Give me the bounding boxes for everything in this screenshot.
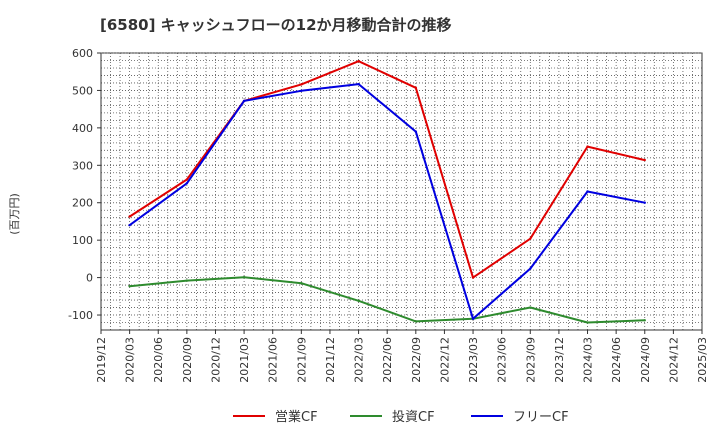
data-point — [357, 60, 360, 63]
series-line — [129, 83, 645, 320]
x-tick-label: 2024/03 — [582, 337, 595, 383]
x-tick-label: 2022/06 — [381, 337, 394, 383]
data-point — [586, 190, 589, 193]
data-point — [242, 276, 246, 279]
x-tick-label: 2024/12 — [667, 337, 680, 383]
data-point — [643, 319, 646, 322]
x-tick-label: 2023/06 — [496, 337, 509, 383]
x-tick-label: 2020/09 — [181, 337, 194, 383]
y-tick-label: 200 — [72, 197, 93, 210]
data-point — [643, 158, 646, 162]
data-point — [586, 145, 589, 148]
x-tick-label: 2021/09 — [295, 337, 308, 383]
plot-frame — [100, 52, 703, 331]
x-tick-label: 2020/06 — [152, 337, 165, 383]
series-line — [129, 276, 645, 324]
y-axis: 600 500 400 300 200 100 0 -100 — [68, 47, 702, 322]
data-point — [185, 182, 189, 185]
data-point — [128, 223, 131, 227]
x-tick-label: 2022/03 — [353, 337, 366, 383]
x-tick-label: 2024/06 — [610, 337, 623, 383]
legend-label: 投資CF — [392, 409, 435, 425]
x-tick-label: 2023/03 — [467, 337, 480, 383]
legend: 営業CF 投資CF フリーCF — [233, 409, 569, 425]
legend-label: 営業CF — [275, 409, 318, 425]
data-point — [357, 82, 360, 86]
x-tick-label: 2025/03 — [696, 337, 709, 383]
x-tick-label: 2020/03 — [124, 337, 137, 383]
y-axis-label: (百万円) — [8, 193, 21, 235]
data-point — [643, 201, 646, 204]
x-tick-label: 2021/03 — [238, 337, 251, 383]
data-point — [242, 99, 246, 103]
x-tick-label: 2022/12 — [438, 337, 451, 383]
data-point — [300, 83, 303, 86]
data-point — [471, 276, 475, 279]
data-point — [300, 89, 303, 93]
x-tick-label: 2024/09 — [639, 337, 652, 383]
x-axis: 2019/12 2020/03 2020/06 2020/09 2020/12 2021/… — [95, 330, 709, 383]
data-point — [414, 320, 418, 323]
y-tick-label: 100 — [72, 234, 93, 247]
data-point — [471, 317, 475, 320]
y-tick-label: 0 — [86, 272, 93, 285]
data-point — [586, 321, 589, 324]
data-point — [185, 279, 189, 282]
data-point — [357, 299, 360, 303]
y-tick-label: 300 — [72, 159, 93, 172]
chart-title: [6580] キャッシュフローの12か月移動合計の推移 — [100, 16, 452, 34]
x-tick-label: 2022/09 — [410, 337, 423, 383]
y-tick-label: 600 — [72, 47, 93, 60]
data-point — [529, 237, 532, 240]
x-tick-label: 2019/12 — [95, 337, 108, 383]
data-point — [414, 86, 418, 90]
y-tick-label: -100 — [68, 309, 93, 322]
series-lines — [128, 60, 646, 324]
grid — [101, 53, 702, 330]
x-tick-label: 2021/06 — [267, 337, 280, 383]
x-tick-label: 2023/12 — [553, 337, 566, 383]
data-point — [128, 215, 131, 218]
series-line — [129, 60, 646, 279]
data-point — [414, 130, 418, 133]
x-tick-label: 2021/12 — [324, 337, 337, 383]
y-tick-label: 500 — [72, 84, 93, 97]
data-point — [300, 282, 303, 285]
data-point — [128, 285, 131, 288]
y-tick-label: 400 — [72, 122, 93, 135]
x-tick-label: 2020/12 — [209, 337, 222, 383]
data-point — [529, 267, 532, 270]
legend-label: フリーCF — [513, 410, 569, 425]
data-point — [185, 178, 189, 181]
data-point — [529, 306, 532, 309]
x-tick-label: 2023/09 — [524, 337, 537, 383]
